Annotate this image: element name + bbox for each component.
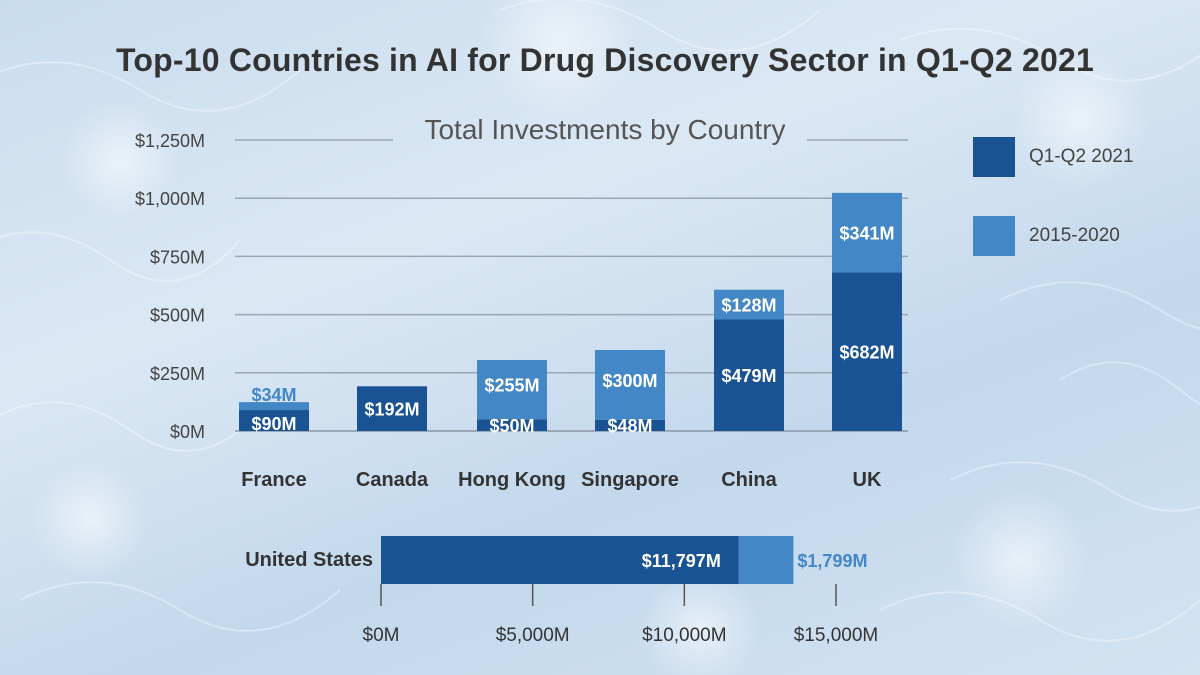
y-tick-label: $250M (150, 364, 205, 384)
data-label-q1-q2-2021: $48M (607, 416, 652, 436)
x-category-label: UK (853, 469, 882, 491)
bar-2015-2020-china (714, 289, 784, 320)
data-label-q1-q2-2021: $90M (251, 414, 296, 434)
bar-2015-2020-uk (832, 192, 902, 273)
bar-q1-q2-2021-united-states (381, 536, 739, 584)
y-tick-label: $500M (150, 306, 205, 326)
y-tick-label: $1,250M (135, 131, 205, 151)
y-category-label: United States (245, 549, 373, 571)
bar-q1-q2-2021-canada (357, 386, 427, 431)
legend-item-q1-q2-2021[interactable]: Q1-Q2 2021 (973, 137, 1173, 177)
bar-q1-q2-2021-china (714, 319, 784, 431)
bar-2015-2020-hong-kong (477, 359, 547, 420)
bar-q1-q2-2021-hong-kong (477, 419, 547, 431)
data-label-2015-2020: $300M (602, 371, 657, 391)
data-label-q1-q2-2021: $682M (839, 343, 894, 363)
chart-subtitle: Total Investments by Country (424, 114, 786, 145)
x-category-label: Hong Kong (458, 469, 566, 491)
x-category-label: China (721, 469, 777, 491)
x-tick-label: $5,000M (496, 625, 570, 646)
data-label-q1-q2-2021: $192M (364, 400, 419, 420)
y-tick-label: $750M (150, 247, 205, 267)
data-label-q1-q2-2021: $11,797M (642, 551, 721, 571)
data-label-2015-2020: $128M (721, 296, 776, 316)
y-tick-label: $1,000M (135, 189, 205, 209)
y-tick-label: $0M (170, 422, 205, 442)
bar-2015-2020-singapore (595, 349, 665, 420)
bar-q1-q2-2021-france (239, 410, 309, 431)
x-category-label: Canada (356, 469, 429, 491)
x-category-label: France (241, 469, 307, 491)
bar-2015-2020-france (239, 402, 309, 411)
x-tick-label: $10,000M (642, 625, 727, 646)
data-label-q1-q2-2021: $479M (721, 366, 776, 386)
x-tick-label: $15,000M (794, 625, 879, 646)
legend-swatch-2015-2020 (973, 216, 1015, 256)
data-label-q1-q2-2021: $50M (489, 416, 534, 436)
bar-2015-2020-united-states (738, 536, 794, 584)
x-tick-label: $0M (363, 625, 400, 646)
legend-swatch-q1-q2-2021 (973, 137, 1015, 177)
data-label-2015-2020: $341M (839, 224, 894, 244)
data-label-2015-2020: $1,799M (797, 551, 867, 571)
legend-label-2015-2020: 2015-2020 (1029, 225, 1120, 246)
bar-q1-q2-2021-uk (832, 272, 902, 431)
legend-item-2015-2020[interactable]: 2015-2020 (973, 216, 1173, 256)
x-category-label: Singapore (581, 469, 679, 491)
legend-label-q1-q2-2021: Q1-Q2 2021 (1029, 146, 1134, 167)
data-label-2015-2020: $34M (251, 385, 296, 405)
data-label-2015-2020: $255M (484, 376, 539, 396)
chart-title: Top-10 Countries in AI for Drug Discover… (116, 42, 1094, 78)
bar-q1-q2-2021-singapore (595, 419, 665, 431)
